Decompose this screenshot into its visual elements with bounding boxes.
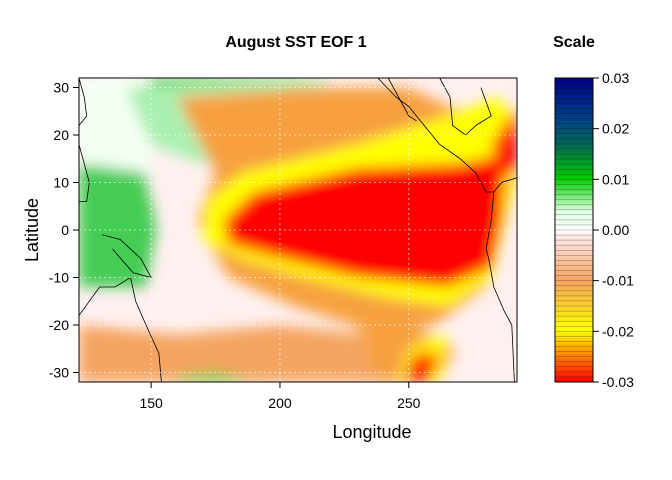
field-green-west	[79, 163, 157, 287]
y-tick-label--20: -20	[49, 317, 69, 333]
x-tick-label-200: 200	[268, 395, 292, 411]
y-tick-label-0: 0	[61, 222, 69, 238]
field-red-peru	[403, 353, 440, 382]
x-axis-label: Longitude	[332, 422, 411, 442]
y-tick-label--10: -10	[49, 270, 69, 286]
y-tick-label--30: -30	[49, 365, 69, 381]
y-axis-label: Latitude	[22, 198, 42, 262]
coast-australia	[79, 276, 162, 382]
x-tick-label-250: 250	[397, 395, 421, 411]
coast-south-america	[485, 191, 515, 382]
colorbar-tick-label: -0.02	[602, 323, 634, 339]
colorbar-tick-label: 0.03	[602, 70, 629, 86]
gridlines	[79, 78, 517, 382]
y-tick-label-30: 30	[53, 80, 69, 96]
colorbar-tick-label: -0.01	[602, 273, 634, 289]
chart-title: August SST EOF 1	[225, 34, 366, 51]
y-tick-label-10: 10	[53, 175, 69, 191]
field-orange-south	[79, 325, 383, 382]
colorbar-title: Scale	[553, 34, 595, 51]
sst-field	[79, 78, 517, 382]
x-axis: 150 200 250	[139, 382, 421, 411]
coast-baja	[387, 78, 417, 122]
plot-area	[79, 78, 517, 382]
colorbar-tick-label: 0.00	[602, 222, 629, 238]
field-green-spot	[176, 372, 255, 382]
coastlines	[79, 78, 517, 382]
field-red-coast	[491, 106, 517, 173]
coast-colombia	[493, 177, 517, 193]
coast-new-guinea	[102, 234, 152, 279]
colorbar-tick-label: 0.01	[602, 171, 629, 187]
coast-asia	[79, 78, 88, 126]
field-red-core	[223, 154, 507, 287]
colorbar-levels	[555, 82, 593, 378]
y-axis: -30 -20 -10 0 10 20 30	[49, 80, 79, 381]
colorbar-ticks: 0.03 0.02 0.01 0.00 -0.01 -0.02 -0.03	[593, 70, 634, 390]
colorbar-tick-label: 0.02	[602, 121, 629, 137]
x-tick-label-150: 150	[139, 395, 163, 411]
y-tick-label-20: 20	[53, 127, 69, 143]
colorbar-tick-label: -0.03	[602, 374, 634, 390]
